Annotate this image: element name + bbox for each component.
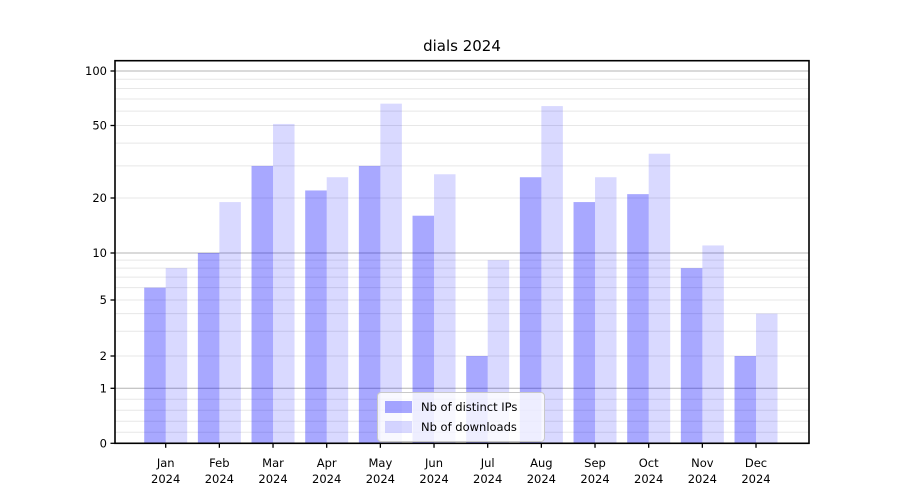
x-tick-label-month: Feb (209, 456, 229, 470)
y-tick-label: 100 (85, 64, 107, 78)
bar-sep-distinct-ips (573, 202, 596, 444)
legend-label-distinct-ips: Nb of distinct IPs (421, 400, 518, 414)
bar-dec-downloads (756, 313, 778, 444)
bar-may-distinct-ips (358, 165, 381, 444)
bar-oct-downloads (648, 153, 671, 444)
legend: Nb of distinct IPs Nb of downloads (377, 392, 545, 442)
y-tick-label: 20 (92, 191, 107, 205)
y-tick-label: 10 (92, 246, 107, 260)
y-tick-label: 50 (92, 119, 107, 133)
x-tick-label-year: 2024 (258, 472, 287, 486)
x-tick-label-year: 2024 (688, 472, 717, 486)
bar-jan-distinct-ips (144, 287, 166, 444)
bar-jan-downloads (165, 268, 188, 444)
bar-sep-downloads (595, 177, 617, 444)
x-tick-label-month: Jan (156, 456, 175, 470)
chart-title: dials 2024 (423, 37, 501, 55)
y-tick-label: 1 (100, 381, 107, 395)
x-tick-label-year: 2024 (634, 472, 663, 486)
bar-nov-distinct-ips (680, 268, 703, 444)
x-tick-label-month: Jul (480, 456, 495, 470)
y-tick-label: 5 (100, 293, 107, 307)
bar-jun-downloads (434, 174, 456, 444)
x-tick-label-year: 2024 (205, 472, 234, 486)
bar-apr-downloads (326, 177, 349, 444)
legend-swatch-distinct-ips-icon (385, 401, 412, 413)
bar-nov-downloads (702, 245, 724, 444)
x-tick-label-month: Dec (745, 456, 767, 470)
y-tick-label: 0 (100, 436, 107, 450)
bar-dec-distinct-ips (734, 356, 757, 444)
bar-aug-distinct-ips (519, 177, 542, 444)
x-tick-label-year: 2024 (312, 472, 341, 486)
x-tick-label-year: 2024 (527, 472, 556, 486)
x-tick-label-year: 2024 (473, 472, 502, 486)
x-tick-label-year: 2024 (151, 472, 180, 486)
x-tick-label-month: Oct (639, 456, 659, 470)
y-tick-label: 2 (100, 349, 107, 363)
x-tick-label-year: 2024 (366, 472, 395, 486)
bar-jun-distinct-ips (412, 215, 435, 444)
bar-feb-distinct-ips (197, 253, 220, 444)
bar-mar-distinct-ips (251, 165, 274, 444)
x-tick-label-year: 2024 (741, 472, 770, 486)
x-tick-label-month: Apr (317, 456, 337, 470)
x-tick-label-month: Jun (424, 456, 443, 470)
legend-item-distinct-ips: Nb of distinct IPs (385, 397, 544, 417)
bar-may-downloads (380, 103, 402, 444)
x-tick-label-year: 2024 (580, 472, 609, 486)
plot-border (114, 59, 810, 445)
x-tick-label-month: Mar (262, 456, 284, 470)
bar-oct-distinct-ips (627, 194, 649, 444)
bar-feb-downloads (219, 202, 241, 444)
bar-apr-distinct-ips (305, 190, 327, 444)
x-tick-label-month: Nov (691, 456, 714, 470)
x-tick-label-month: Sep (584, 456, 606, 470)
bar-aug-downloads (541, 106, 563, 444)
legend-item-downloads: Nb of downloads (385, 417, 544, 437)
x-tick-label-month: May (368, 456, 392, 470)
legend-label-downloads: Nb of downloads (421, 420, 517, 434)
legend-swatch-downloads-icon (385, 421, 412, 433)
bar-mar-downloads (273, 123, 295, 444)
x-tick-label-month: Aug (530, 456, 552, 470)
x-tick-label-year: 2024 (419, 472, 448, 486)
